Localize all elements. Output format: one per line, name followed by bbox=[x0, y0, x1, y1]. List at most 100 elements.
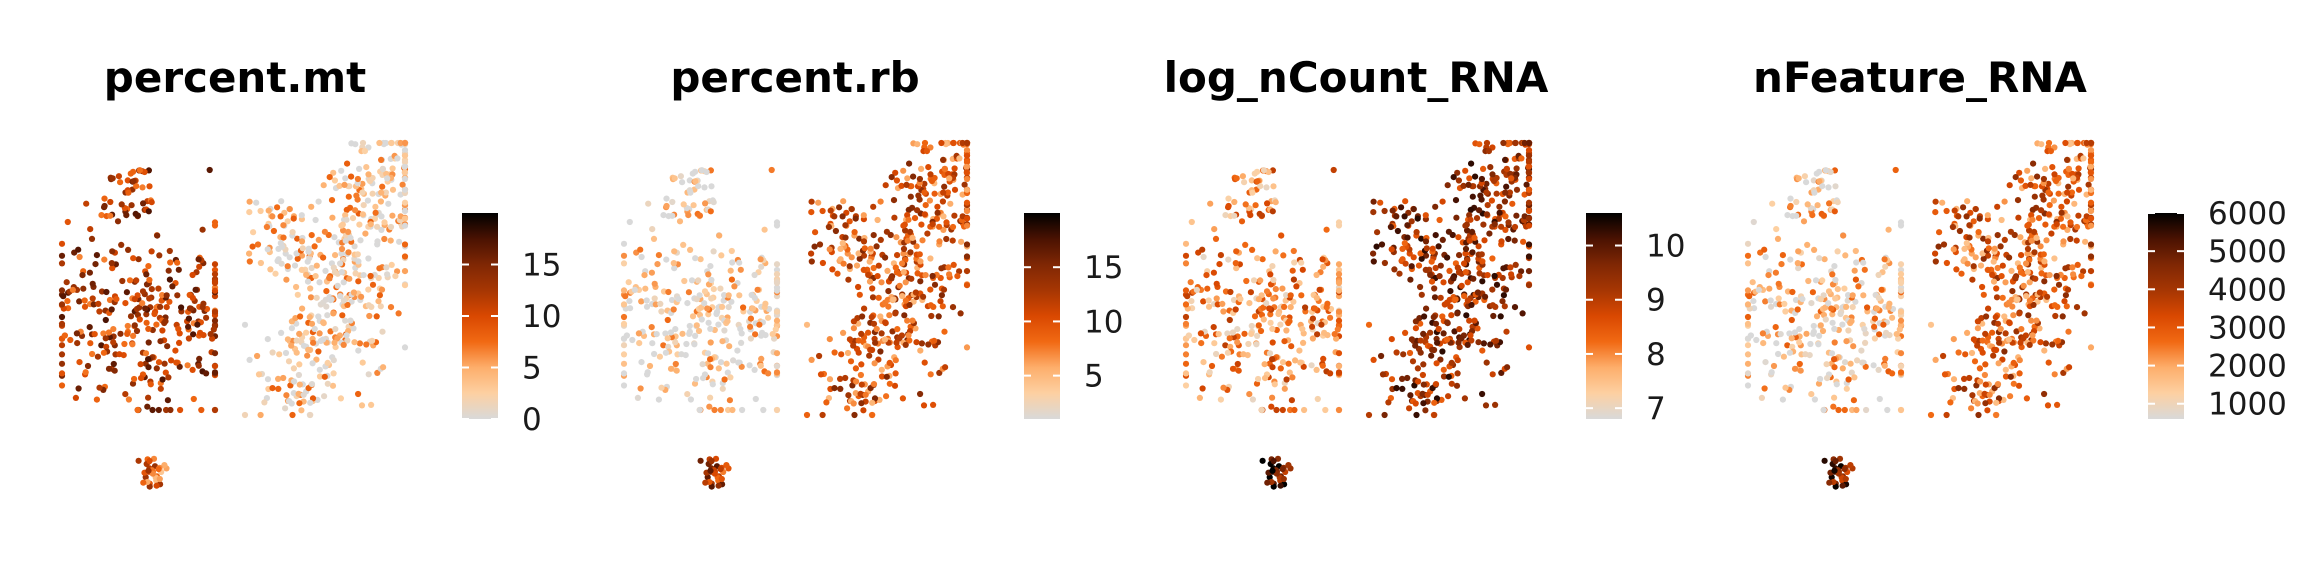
scatter-point bbox=[1419, 390, 1426, 397]
scatter-point bbox=[1989, 329, 1996, 336]
scatter-point bbox=[940, 213, 947, 220]
scatter-point bbox=[1254, 178, 1261, 185]
scatter-point bbox=[1335, 317, 1343, 324]
scatter-point bbox=[896, 282, 903, 289]
scatter-point bbox=[620, 260, 628, 267]
scatter-point bbox=[1480, 340, 1487, 347]
scatter-point bbox=[1873, 305, 1880, 312]
scatter-point bbox=[159, 376, 166, 383]
scatter-point bbox=[1977, 378, 1984, 385]
scatter-point bbox=[701, 184, 708, 191]
scatter-point bbox=[747, 323, 754, 330]
scatter-point bbox=[174, 259, 181, 266]
scatter-point bbox=[915, 192, 922, 199]
scatter-point bbox=[1247, 212, 1254, 219]
scatter-point bbox=[2062, 265, 2069, 272]
scatter-point bbox=[241, 321, 249, 328]
colorbar-tick-label: 5 bbox=[522, 351, 542, 387]
scatter-point bbox=[92, 261, 99, 268]
scatter-point bbox=[114, 218, 122, 225]
scatter-point bbox=[941, 183, 948, 190]
scatter-point bbox=[143, 319, 150, 326]
scatter-point bbox=[2028, 317, 2035, 324]
scatter-point bbox=[852, 390, 859, 397]
scatter-point bbox=[692, 178, 699, 185]
scatter-point bbox=[1402, 198, 1409, 205]
scatter-point bbox=[131, 322, 138, 329]
scatter-point bbox=[701, 300, 708, 307]
scatter-point bbox=[882, 182, 889, 189]
scatter-point bbox=[2016, 310, 2023, 317]
scatter-point bbox=[1455, 269, 1463, 276]
scatter-point bbox=[1480, 221, 1487, 228]
scatter-point bbox=[1474, 289, 1481, 296]
scatter-point bbox=[394, 155, 401, 162]
scatter-point bbox=[2032, 183, 2039, 190]
scatter-point bbox=[1747, 332, 1754, 339]
scatter-point bbox=[1420, 330, 1427, 337]
scatter-point bbox=[1239, 173, 1246, 180]
scatter-point bbox=[947, 200, 954, 207]
scatter-point bbox=[907, 193, 914, 200]
scatter-point bbox=[2045, 180, 2052, 187]
scatter-point bbox=[401, 159, 409, 166]
scatter-point bbox=[1298, 259, 1305, 266]
scatter-point bbox=[1432, 203, 1439, 210]
scatter-point bbox=[107, 198, 114, 206]
scatter-point bbox=[728, 298, 735, 305]
scatter-point bbox=[1822, 167, 1829, 174]
scatter-point bbox=[1381, 207, 1388, 215]
scatter-point bbox=[1211, 340, 1218, 347]
scatter-point bbox=[82, 369, 89, 376]
scatter-point bbox=[1791, 329, 1798, 336]
scatter-point bbox=[1428, 352, 1435, 359]
scatter-point bbox=[1787, 195, 1794, 202]
scatter-point bbox=[2023, 395, 2030, 402]
scatter-point bbox=[1399, 256, 1406, 263]
scatter-point bbox=[373, 313, 380, 320]
scatter-point bbox=[356, 165, 363, 172]
scatter-point bbox=[1830, 403, 1837, 410]
scatter-point bbox=[1744, 240, 1752, 247]
scatter-point bbox=[855, 283, 862, 291]
scatter-point bbox=[729, 259, 736, 266]
scatter-point bbox=[1394, 227, 1401, 235]
scatter-point bbox=[138, 375, 145, 382]
scatter-point bbox=[1205, 297, 1212, 304]
scatter-point bbox=[878, 330, 885, 337]
scatter-point bbox=[2045, 189, 2052, 196]
scatter-point bbox=[620, 313, 628, 321]
scatter-point bbox=[340, 297, 347, 304]
scatter-point bbox=[1493, 281, 1501, 288]
scatter-point bbox=[1800, 218, 1808, 225]
scatter-point bbox=[1884, 406, 1891, 414]
scatter-point bbox=[2070, 175, 2077, 182]
scatter-point bbox=[1774, 235, 1782, 242]
scatter-point bbox=[900, 222, 907, 229]
scatter-point bbox=[868, 314, 875, 321]
scatter-point bbox=[293, 283, 300, 291]
scatter-point bbox=[873, 325, 880, 333]
scatter-point bbox=[851, 411, 858, 419]
scatter-point bbox=[1391, 266, 1398, 273]
scatter-point bbox=[344, 301, 351, 308]
scatter-point bbox=[914, 207, 921, 214]
scatter-point bbox=[1461, 293, 1468, 300]
scatter-point bbox=[315, 198, 322, 205]
scatter-point bbox=[904, 175, 911, 182]
scatter-point bbox=[203, 314, 210, 321]
scatter-point bbox=[1264, 200, 1271, 207]
scatter-point bbox=[145, 263, 152, 270]
scatter-point bbox=[1419, 371, 1426, 379]
scatter-point bbox=[350, 325, 357, 332]
scatter-point bbox=[761, 226, 768, 233]
scatter-point bbox=[1273, 406, 1280, 414]
scatter-point bbox=[1518, 268, 1525, 275]
scatter-point bbox=[622, 293, 629, 300]
scatter-point bbox=[254, 241, 262, 248]
scatter-point bbox=[1787, 256, 1794, 263]
scatter-point bbox=[698, 167, 705, 174]
scatter-point bbox=[692, 332, 699, 339]
scatter-point bbox=[1285, 360, 1292, 367]
scatter-point bbox=[1502, 226, 1509, 233]
